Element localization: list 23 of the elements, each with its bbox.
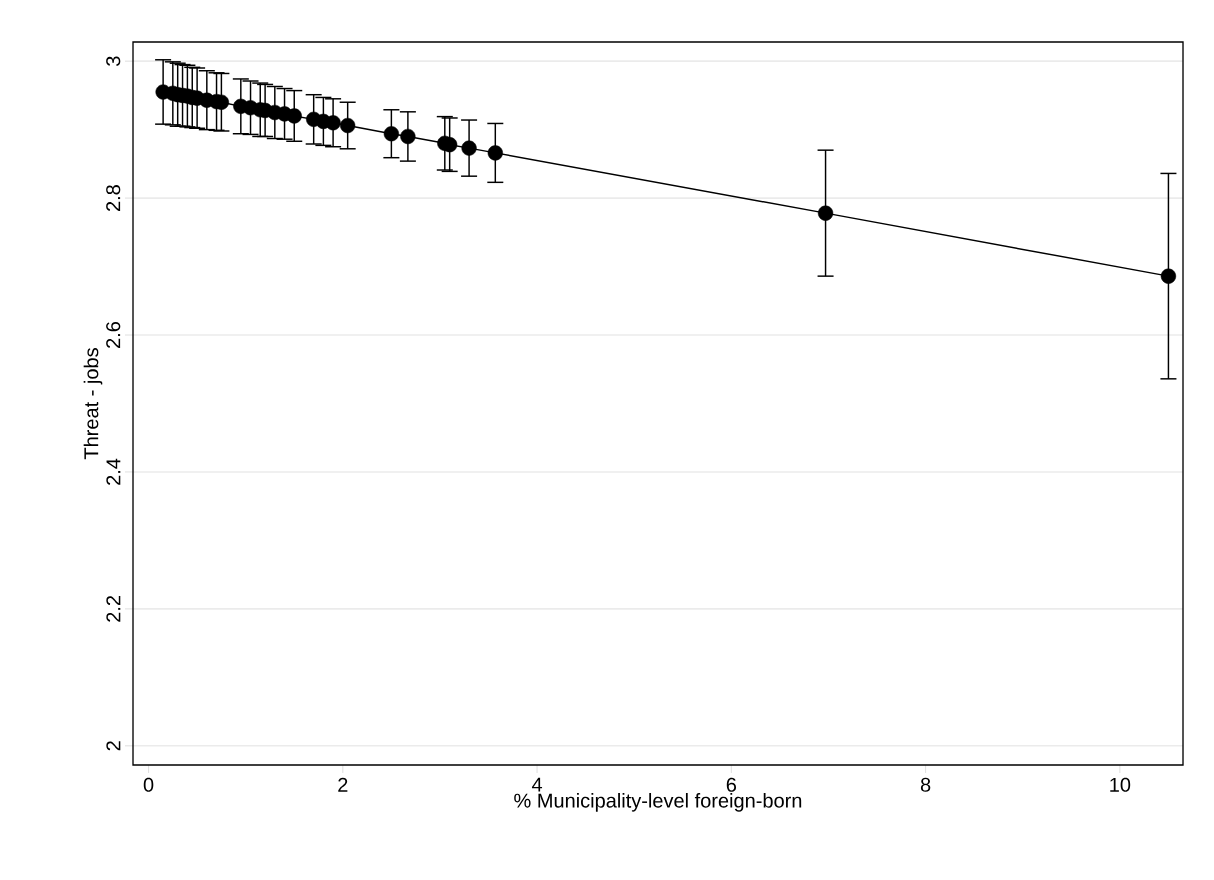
point xyxy=(817,205,834,221)
x-tick-label: 0 xyxy=(143,777,154,792)
y-tick-label: 2.2 xyxy=(106,595,121,622)
x-tick-label: 10 xyxy=(1110,777,1131,792)
x-axis-title: % Municipality-level foreign-born xyxy=(514,793,802,812)
point xyxy=(383,126,399,142)
y-tick-label: 2.8 xyxy=(106,185,121,211)
y-tick-label: 3 xyxy=(106,56,121,66)
x-tick-label: 4 xyxy=(531,777,543,792)
x-tick-label: 8 xyxy=(920,777,931,792)
point xyxy=(400,128,416,145)
y-tick-label: 2.4 xyxy=(106,458,121,485)
point xyxy=(487,145,503,161)
point xyxy=(340,117,356,134)
y-tick-label: 2.6 xyxy=(106,321,121,348)
point xyxy=(286,108,302,124)
x-tick-label: 2 xyxy=(338,777,348,792)
y-tick-label: 2 xyxy=(106,741,121,751)
point xyxy=(461,140,477,156)
y-axis-title: Threat - jobs xyxy=(83,348,103,460)
point xyxy=(1160,268,1177,284)
point xyxy=(325,115,341,131)
x-tick-label: 6 xyxy=(726,777,737,792)
